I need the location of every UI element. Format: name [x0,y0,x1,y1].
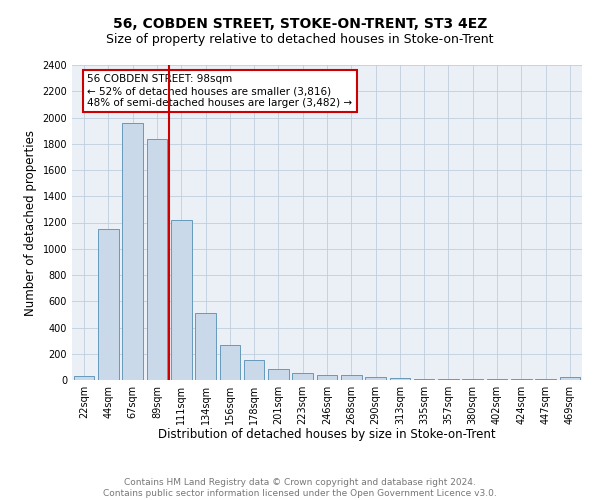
Text: Size of property relative to detached houses in Stoke-on-Trent: Size of property relative to detached ho… [106,32,494,46]
Bar [146,138,167,380]
Y-axis label: Number of detached properties: Number of detached properties [24,130,37,316]
Bar [414,379,434,380]
Bar [122,122,143,380]
Bar [220,345,240,380]
Bar [389,378,410,380]
Bar [317,375,337,380]
Bar [195,313,216,380]
Text: 56, COBDEN STREET, STOKE-ON-TRENT, ST3 4EZ: 56, COBDEN STREET, STOKE-ON-TRENT, ST3 4… [113,18,487,32]
Bar [98,229,119,380]
Text: Contains HM Land Registry data © Crown copyright and database right 2024.
Contai: Contains HM Land Registry data © Crown c… [103,478,497,498]
Bar [365,378,386,380]
Bar [268,369,289,380]
Bar [244,360,265,380]
Bar [292,374,313,380]
Bar [74,376,94,380]
Text: 56 COBDEN STREET: 98sqm
← 52% of detached houses are smaller (3,816)
48% of semi: 56 COBDEN STREET: 98sqm ← 52% of detache… [88,74,352,108]
Bar [171,220,191,380]
Bar [341,375,362,380]
X-axis label: Distribution of detached houses by size in Stoke-on-Trent: Distribution of detached houses by size … [158,428,496,442]
Bar [560,378,580,380]
